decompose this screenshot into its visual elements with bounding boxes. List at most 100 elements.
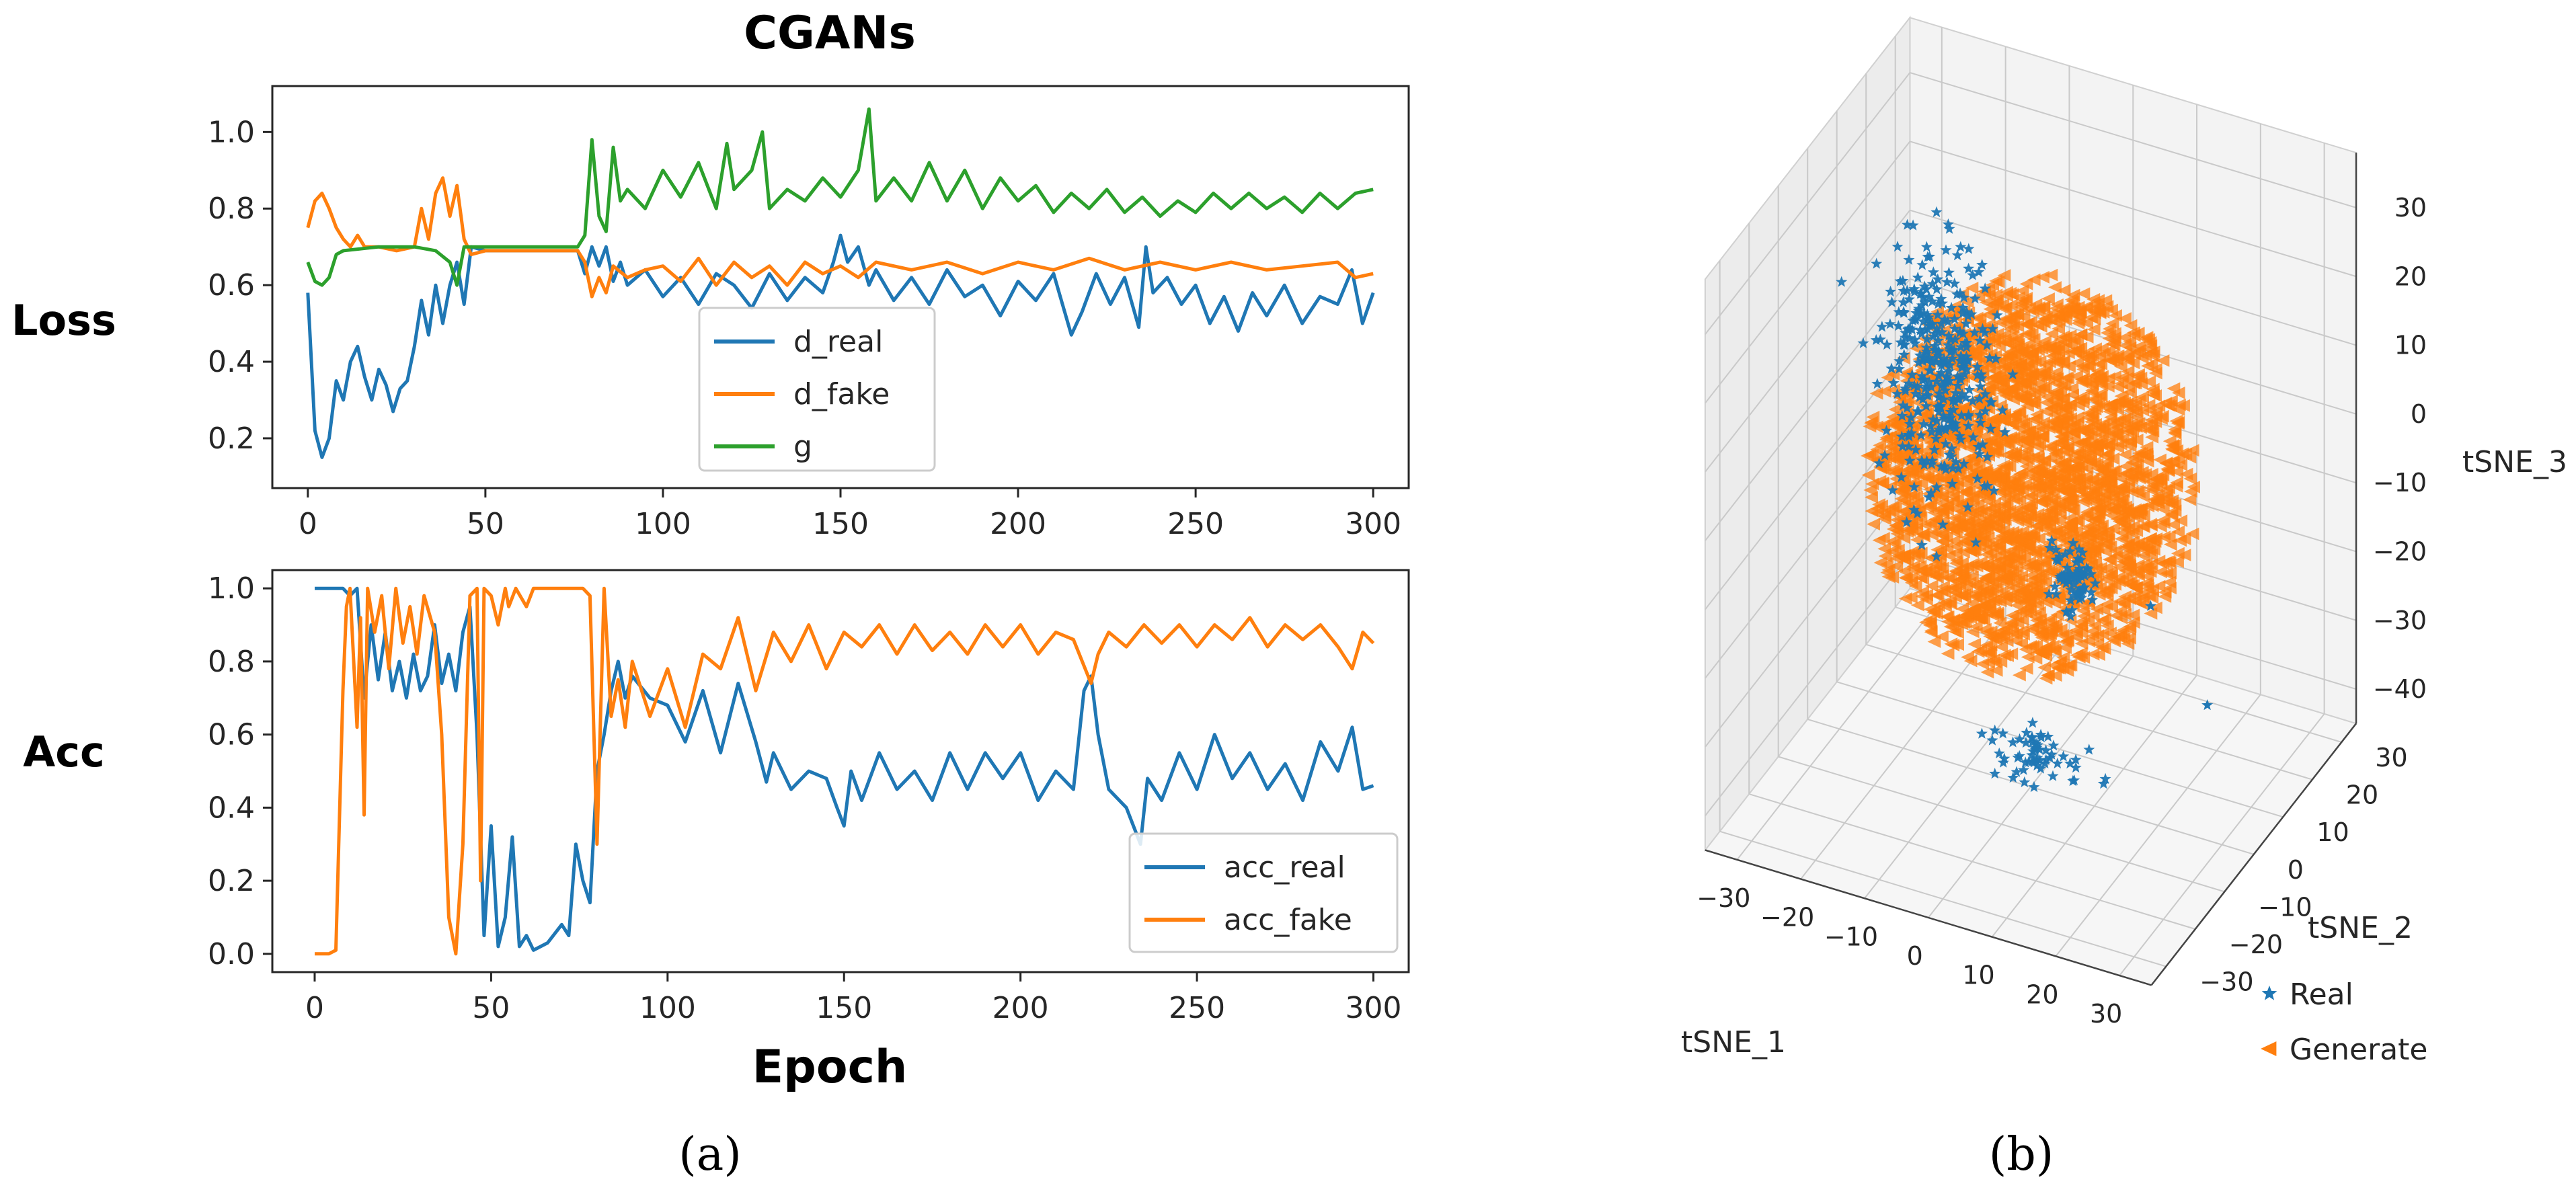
tsne-ztick-label: −10 <box>2373 468 2427 497</box>
tsne-point <box>2020 736 2032 748</box>
tsne-point <box>2065 584 2077 595</box>
tsne-point <box>1944 359 1956 370</box>
tsne-point <box>2125 485 2139 498</box>
tsne-point <box>2037 556 2051 569</box>
tsne-point <box>2108 327 2121 340</box>
tsne-point <box>2003 286 2017 300</box>
tsne-point <box>1886 368 1900 381</box>
tsne-point <box>1965 282 1979 294</box>
loss-legend-frame <box>698 307 936 472</box>
tsne-point <box>2076 547 2089 558</box>
tsne-point <box>2025 497 2038 510</box>
tsne-point <box>2073 543 2085 555</box>
tsne-point <box>2099 440 2113 453</box>
tsne-point <box>1876 532 1890 545</box>
tsne-point <box>2040 391 2054 403</box>
tsne-point <box>1861 469 1875 481</box>
tsne-point <box>2037 300 2051 313</box>
tsne-point <box>2096 627 2109 641</box>
tsne-point <box>1917 292 1929 303</box>
tsne-point <box>1981 383 1995 397</box>
tsne-point <box>2171 525 2185 538</box>
acc-ytick-label: 0.4 <box>208 791 255 825</box>
tsne-point <box>1919 296 1931 307</box>
tsne-point <box>1951 574 1965 588</box>
tsne-point <box>2086 412 2100 426</box>
tsne-point <box>2034 754 2046 766</box>
tsne-point <box>1935 317 1947 329</box>
tsne-point <box>2145 591 2159 604</box>
tsne-point <box>1945 405 1957 417</box>
tsne-point <box>1896 440 1908 452</box>
tsne-point <box>1910 524 1923 538</box>
tsne-point <box>2061 572 2073 584</box>
tsne-series-real <box>1836 206 2214 793</box>
tsne-point <box>1910 444 1922 455</box>
tsne-point <box>2041 372 2056 385</box>
tsne-point <box>1889 519 1903 532</box>
tsne-point <box>2053 506 2067 520</box>
tsne-point <box>2099 585 2113 598</box>
tsne-point <box>2201 699 2214 711</box>
tsne-point <box>2054 411 2068 425</box>
tsne-point <box>1906 545 1920 558</box>
tsne-point <box>2014 509 2027 522</box>
tsne-chart: −30 −20 −10 0 10 20 30 −30 −20 −10 0 10 20 30 −40 −30 −2… <box>1681 15 2567 1067</box>
tsne-grid-z-side <box>1705 485 1911 748</box>
tsne-point <box>1947 395 1959 406</box>
tsne-point <box>2017 346 2031 359</box>
tsne-point <box>2095 428 2109 441</box>
tsne-point <box>1914 391 1926 403</box>
tsne-point <box>1938 352 1950 364</box>
tsne-axis-x <box>1705 849 2152 986</box>
tsne-point <box>2090 445 2104 458</box>
tsne-point <box>2013 406 2027 420</box>
tsne-point <box>1966 587 1980 600</box>
tsne-grid-y-floor <box>1748 793 2196 930</box>
tsne-point <box>1928 525 1942 538</box>
tsne-point <box>2185 444 2199 457</box>
tsne-point <box>1982 517 1996 530</box>
tsne-point <box>1945 345 1957 356</box>
tsne-point <box>1901 516 1913 528</box>
tsne-point <box>2060 534 2073 547</box>
tsne-ytick-label: −10 <box>2258 892 2312 922</box>
tsne-point <box>1979 388 1991 399</box>
tsne-grid-z-side <box>1705 72 1911 335</box>
tsne-point <box>1974 409 1986 420</box>
tsne-point <box>1904 418 1916 430</box>
tsne-grid-z-side <box>1705 553 1911 816</box>
tsne-point <box>1903 253 1915 265</box>
tsne-point <box>1943 448 1955 460</box>
tsne-point <box>2130 511 2144 524</box>
acc-xtick-label: 150 <box>816 991 872 1025</box>
tsne-legend-marker-generate <box>2261 1041 2277 1056</box>
tsne-point <box>2021 594 2035 606</box>
tsne-point <box>1945 333 1957 345</box>
tsne-point <box>2061 300 2075 313</box>
acc-legend-frame <box>1128 832 1399 953</box>
tsne-point <box>1904 332 1916 344</box>
tsne-point <box>2004 647 2019 660</box>
tsne-point <box>1947 403 1959 415</box>
tsne-point <box>2013 361 2027 374</box>
tsne-point <box>2111 381 2124 393</box>
acc-ytick-label: 0.8 <box>208 645 255 679</box>
tsne-point <box>2089 482 2103 495</box>
tsne-point <box>2086 323 2101 336</box>
tsne-point <box>2006 315 2021 328</box>
tsne-point <box>2057 284 2071 297</box>
tsne-point <box>2144 519 2158 532</box>
tsne-point <box>2045 748 2058 760</box>
tsne-point <box>2092 648 2105 662</box>
tsne-point <box>1922 313 1934 325</box>
tsne-point <box>2123 335 2136 348</box>
acc-xtick-label: 200 <box>992 991 1049 1025</box>
tsne-point <box>1951 249 1963 261</box>
tsne-point <box>1939 376 1951 387</box>
tsne-point <box>1992 539 2006 552</box>
tsne-point <box>2144 413 2158 427</box>
tsne-point <box>2163 567 2177 580</box>
tsne-point <box>1896 409 1908 422</box>
tsne-point <box>2027 736 2039 748</box>
